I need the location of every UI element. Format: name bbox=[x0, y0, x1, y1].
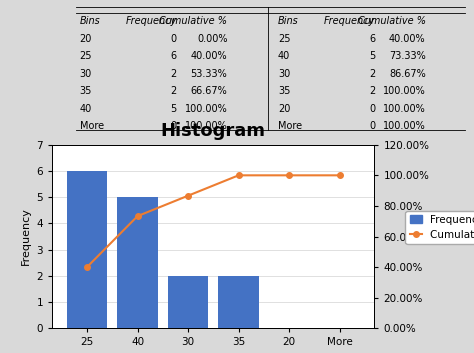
Title: Histogram: Histogram bbox=[161, 122, 266, 140]
Text: More: More bbox=[80, 121, 104, 131]
Text: 30: 30 bbox=[80, 69, 92, 79]
Text: Bins: Bins bbox=[278, 17, 299, 26]
Text: 2: 2 bbox=[369, 86, 375, 96]
Text: 6: 6 bbox=[369, 34, 375, 44]
Text: Frequency: Frequency bbox=[126, 17, 177, 26]
Text: 2: 2 bbox=[171, 86, 177, 96]
Text: 0.00%: 0.00% bbox=[197, 34, 228, 44]
Text: 30: 30 bbox=[278, 69, 290, 79]
Text: 0: 0 bbox=[171, 121, 177, 131]
Bar bbox=[117, 197, 158, 328]
Text: 35: 35 bbox=[80, 86, 92, 96]
Text: 5: 5 bbox=[171, 104, 177, 114]
Text: 40: 40 bbox=[278, 51, 290, 61]
Text: Bins: Bins bbox=[80, 17, 100, 26]
Text: 35: 35 bbox=[278, 86, 291, 96]
Text: 53.33%: 53.33% bbox=[191, 69, 228, 79]
Text: 20: 20 bbox=[80, 34, 92, 44]
Text: 0: 0 bbox=[171, 34, 177, 44]
Text: 2: 2 bbox=[369, 69, 375, 79]
Text: 100.00%: 100.00% bbox=[185, 121, 228, 131]
Text: 25: 25 bbox=[278, 34, 291, 44]
Text: Cumulative %: Cumulative % bbox=[358, 17, 426, 26]
Text: 100.00%: 100.00% bbox=[383, 86, 426, 96]
Text: 40: 40 bbox=[80, 104, 92, 114]
Bar bbox=[219, 276, 259, 328]
Text: 0: 0 bbox=[369, 121, 375, 131]
Text: 2: 2 bbox=[171, 69, 177, 79]
Text: 5: 5 bbox=[369, 51, 375, 61]
Text: 100.00%: 100.00% bbox=[383, 104, 426, 114]
Bar bbox=[168, 276, 208, 328]
Text: Frequency: Frequency bbox=[324, 17, 375, 26]
Text: 66.67%: 66.67% bbox=[191, 86, 228, 96]
Text: 40.00%: 40.00% bbox=[191, 51, 228, 61]
Text: 25: 25 bbox=[80, 51, 92, 61]
Text: 100.00%: 100.00% bbox=[185, 104, 228, 114]
Text: 20: 20 bbox=[278, 104, 291, 114]
Bar bbox=[67, 171, 107, 328]
Text: 0: 0 bbox=[369, 104, 375, 114]
Text: 100.00%: 100.00% bbox=[383, 121, 426, 131]
Text: More: More bbox=[278, 121, 302, 131]
Legend: Frequency, Cumulative %: Frequency, Cumulative % bbox=[405, 210, 474, 244]
Text: 73.33%: 73.33% bbox=[389, 51, 426, 61]
Text: Cumulative %: Cumulative % bbox=[159, 17, 228, 26]
Text: 40.00%: 40.00% bbox=[389, 34, 426, 44]
Text: 6: 6 bbox=[171, 51, 177, 61]
Y-axis label: Frequency: Frequency bbox=[21, 208, 31, 265]
Text: 86.67%: 86.67% bbox=[389, 69, 426, 79]
